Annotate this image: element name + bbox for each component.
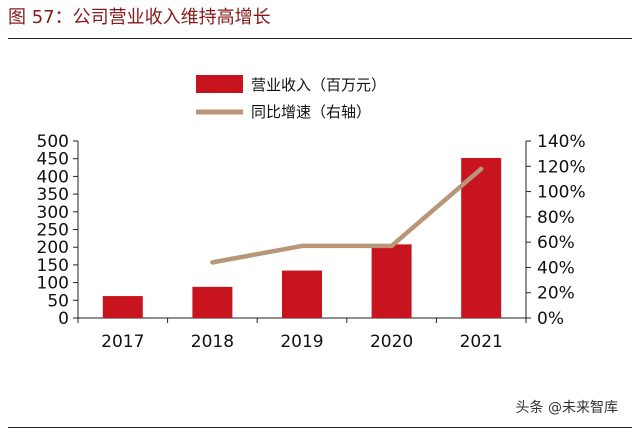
left-tick-label: 500	[37, 132, 69, 152]
x-tick-label: 2021	[460, 332, 503, 352]
figure-label: 图 57：	[8, 7, 73, 28]
bottom-divider	[8, 427, 632, 428]
figure-title-text: 公司营业收入维持高增长	[72, 7, 271, 28]
right-tick-label: 40%	[537, 258, 575, 278]
left-tick-label: 150	[37, 256, 69, 276]
right-tick-label: 0%	[537, 309, 564, 329]
left-tick-label: 300	[37, 203, 69, 223]
right-tick-label: 140%	[537, 132, 586, 152]
growth-line	[210, 166, 484, 265]
x-tick-label: 2019	[280, 332, 323, 352]
left-tick-label: 0	[58, 309, 69, 329]
left-tick-label: 250	[37, 221, 69, 241]
right-tick-label: 100%	[537, 183, 586, 203]
right-tick-label: 20%	[537, 284, 575, 304]
legend-line-label: 同比增速（右轴）	[251, 103, 371, 121]
right-tick-label: 80%	[537, 208, 575, 228]
x-axis: 2017 2018 2019 2020 2021	[77, 317, 527, 352]
figure-title: 图 57：公司营业收入维持高增长	[8, 4, 271, 32]
x-tick-label: 2017	[101, 332, 144, 352]
right-tick-label: 120%	[537, 157, 586, 177]
left-tick-label: 100	[37, 274, 69, 294]
x-tick-label: 2018	[191, 332, 234, 352]
growth-line-series	[210, 166, 484, 265]
legend-bar-label: 营业收入（百万元）	[251, 76, 386, 94]
right-tick-label: 60%	[537, 233, 575, 253]
left-tick-label: 200	[37, 238, 69, 258]
x-tick-label: 2020	[370, 332, 413, 352]
revenue-bar	[461, 157, 502, 318]
revenue-bar	[282, 270, 322, 318]
left-tick-label: 400	[37, 167, 69, 187]
left-tick-label: 450	[37, 150, 69, 170]
watermark: 头条 @未来智库	[515, 400, 618, 416]
chart-legend: 营业收入（百万元） 同比增速（右轴）	[196, 75, 386, 121]
revenue-bar	[371, 244, 412, 318]
left-tick-label: 50	[47, 291, 69, 311]
title-divider	[8, 38, 632, 39]
revenue-bars	[102, 157, 502, 318]
left-tick-label: 350	[37, 185, 69, 205]
legend-bar-swatch	[196, 75, 243, 93]
right-y-axis: 0% 20% 40% 60% 80% 100% 120% 140%	[525, 132, 586, 329]
revenue-bar	[102, 296, 143, 318]
revenue-bar	[192, 286, 233, 318]
